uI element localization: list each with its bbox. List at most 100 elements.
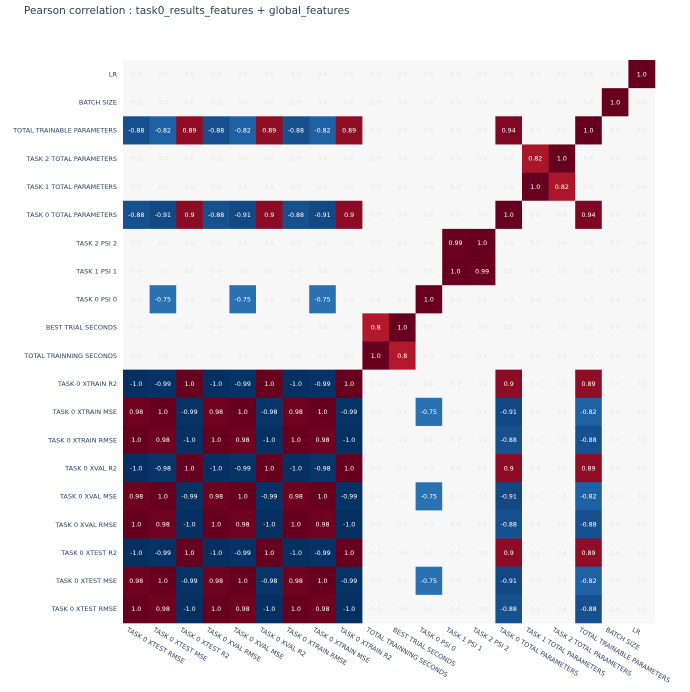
heatmap-cell	[256, 594, 283, 624]
heatmap-cell	[442, 425, 470, 455]
heatmap-cell	[229, 228, 257, 258]
heatmap-cell-label: 0.9	[184, 212, 194, 219]
heatmap-cell-label: 0.0	[131, 325, 141, 332]
heatmap-cell-label: 0.0	[557, 240, 567, 247]
heatmap-cell-label: 0.0	[238, 184, 248, 191]
heatmap-cell	[628, 510, 656, 539]
heatmap-cell-label: 0.0	[610, 409, 620, 416]
y-axis-tick-label: TASK 0 XTEST MSE	[55, 577, 117, 585]
heatmap-cell	[149, 172, 177, 202]
heatmap-cell-label: 1.0	[291, 522, 301, 529]
heatmap-cell-label: -0.88	[501, 522, 517, 529]
heatmap-cell	[123, 60, 150, 89]
heatmap-cell	[202, 116, 230, 145]
heatmap-cell-label: 1.0	[317, 409, 327, 416]
heatmap-cell	[282, 369, 310, 399]
heatmap-cell-label: 0.0	[583, 184, 593, 191]
heatmap-cell-label: 0.0	[557, 437, 567, 444]
heatmap-cell	[149, 228, 177, 258]
heatmap-cell-label: 0.0	[477, 212, 487, 219]
heatmap-cell	[123, 397, 150, 427]
heatmap-cell-label: 0.0	[583, 71, 593, 78]
heatmap-cell	[522, 313, 549, 342]
heatmap-cell	[628, 285, 656, 314]
heatmap-cell	[601, 425, 629, 455]
heatmap-cell-label: 0.0	[397, 494, 407, 501]
heatmap-cell-label: 0.0	[397, 578, 407, 585]
heatmap-cell-label: 0.0	[397, 156, 407, 163]
heatmap-cell	[256, 538, 283, 567]
heatmap-cell-label: 0.89	[182, 128, 196, 135]
heatmap-cell-label: -1.0	[210, 550, 222, 557]
heatmap-cell	[229, 257, 257, 286]
heatmap-cell-label: 0.0	[211, 184, 221, 191]
heatmap-cell-label: 0.0	[291, 268, 301, 275]
heatmap-cell	[389, 144, 416, 173]
heatmap-cell-label: 0.0	[211, 240, 221, 247]
heatmap-cell	[362, 425, 390, 455]
heatmap-cell-label: -1.0	[343, 437, 355, 444]
heatmap-cell-label: -0.99	[261, 494, 277, 501]
heatmap-cell	[601, 341, 629, 370]
heatmap-cell-label: -0.88	[128, 212, 144, 219]
heatmap-cell-label: 0.0	[371, 71, 381, 78]
heatmap-cell	[256, 116, 283, 145]
heatmap-cell	[575, 397, 603, 427]
heatmap-cell	[628, 369, 656, 399]
heatmap-cell	[229, 200, 257, 230]
heatmap-cell-label: -0.99	[181, 578, 197, 585]
heatmap-cell	[309, 341, 337, 370]
heatmap-cell	[601, 116, 629, 145]
heatmap-cell	[628, 313, 656, 342]
heatmap-cell-label: 0.98	[315, 437, 329, 444]
y-axis-tick-label: TASK 0 PSI 0	[75, 296, 117, 304]
heatmap-cell-label: 0.0	[264, 296, 274, 303]
heatmap-cell-label: 0.0	[530, 99, 540, 106]
heatmap-cell-label: -0.99	[235, 381, 251, 388]
heatmap-cell-label: 0.0	[530, 71, 540, 78]
heatmap-cell-label: -0.88	[208, 212, 224, 219]
heatmap-cell	[176, 425, 204, 455]
heatmap-cell-label: 0.0	[504, 296, 514, 303]
heatmap-cell-label: 0.0	[184, 240, 194, 247]
heatmap-cell-label: 0.0	[637, 325, 647, 332]
heatmap-cell	[548, 425, 576, 455]
heatmap-cell-label: 0.0	[397, 296, 407, 303]
heatmap-cell	[522, 538, 549, 567]
heatmap-cell	[123, 172, 150, 202]
heatmap-cell-label: 0.0	[344, 184, 354, 191]
heatmap-cell	[468, 369, 496, 399]
heatmap-cell-label: 0.0	[344, 156, 354, 163]
heatmap-cell	[415, 425, 443, 455]
heatmap-cell	[335, 88, 363, 117]
heatmap-cell-label: -0.98	[314, 465, 330, 472]
heatmap-cell-label: 0.0	[424, 128, 434, 135]
heatmap-cell-label: 0.0	[238, 325, 248, 332]
heatmap-cell	[548, 228, 576, 258]
heatmap-cell-label: 0.0	[264, 325, 274, 332]
heatmap-cell	[229, 144, 257, 173]
heatmap-cell	[282, 285, 310, 314]
heatmap-cell-label: 0.0	[397, 268, 407, 275]
heatmap-cell	[468, 144, 496, 173]
heatmap-cell-label: -0.99	[181, 494, 197, 501]
heatmap-cell-label: 0.89	[342, 128, 356, 135]
heatmap-cell-label: 0.0	[424, 437, 434, 444]
heatmap-cell-label: 0.0	[371, 240, 381, 247]
heatmap-cell-label: 0.0	[291, 353, 301, 360]
heatmap-cell	[495, 144, 523, 173]
heatmap-cell-label: 0.0	[184, 184, 194, 191]
heatmap-cell	[468, 594, 496, 624]
heatmap-cell	[202, 341, 230, 370]
heatmap-cell	[229, 341, 257, 370]
heatmap-cell-label: 0.0	[637, 353, 647, 360]
heatmap-cell	[468, 313, 496, 342]
heatmap-cell	[202, 60, 230, 89]
heatmap-cell	[123, 200, 150, 230]
heatmap-cell	[362, 144, 390, 173]
heatmap-cell	[256, 566, 283, 596]
heatmap-cell-label: 0.0	[450, 550, 460, 557]
heatmap-cell-label: -0.88	[580, 606, 596, 613]
heatmap-cell	[149, 313, 177, 342]
heatmap-cell	[628, 257, 656, 286]
